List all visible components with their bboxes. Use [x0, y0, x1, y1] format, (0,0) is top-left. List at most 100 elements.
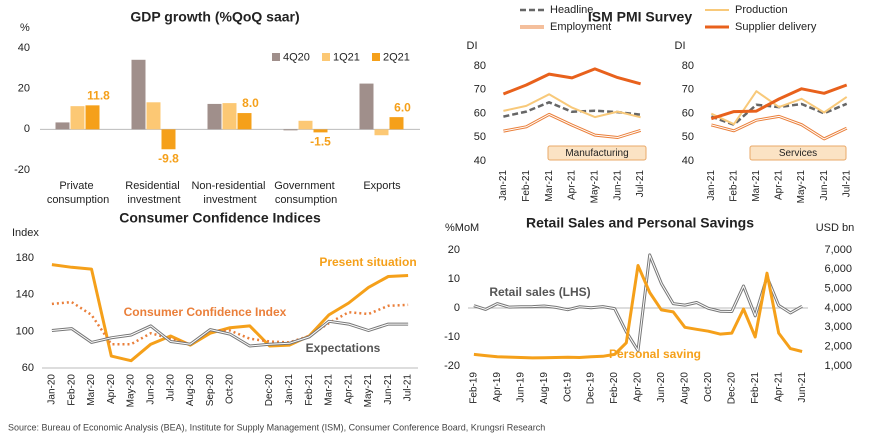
- bar: [146, 102, 161, 130]
- x-tick-label: Feb-19: [469, 372, 480, 404]
- x-tick-label: Aug-20: [680, 372, 691, 405]
- y-tick-label: 180: [16, 252, 34, 264]
- y-tick-label: 1,000: [824, 360, 852, 372]
- x-tick-label: Jan-20: [47, 374, 58, 405]
- x-tick-label: May-21: [589, 170, 600, 204]
- chart-title: GDP growth (%QoQ saar): [130, 9, 299, 25]
- y-tick-label: 40: [474, 155, 486, 167]
- x-tick-label: Jun-21: [383, 374, 394, 405]
- panel-label: Manufacturing: [565, 148, 628, 159]
- y-tick-label: 60: [22, 362, 34, 374]
- y-tick-label: 2,000: [824, 341, 852, 353]
- x-tick-label: Residential investment: [125, 180, 182, 206]
- x-tick-label: Apr-20: [106, 374, 117, 404]
- x-tick-label: Dec-20: [726, 372, 737, 405]
- y2-axis-label: USD bn: [816, 222, 855, 234]
- data-label: 11.8: [87, 89, 110, 103]
- x-tick-label: Mar-21: [544, 170, 555, 202]
- y-tick-label: 5,000: [824, 283, 852, 295]
- y-tick-label: 70: [474, 84, 486, 96]
- x-tick-label: Apr-21: [567, 170, 578, 200]
- x-tick-label: Jan-21: [498, 170, 509, 201]
- x-tick-label: Government consumption: [274, 180, 338, 206]
- x-tick-label: Jun-21: [612, 170, 623, 201]
- line: [710, 83, 848, 121]
- line-inner: [711, 115, 847, 140]
- line-inner: [51, 320, 409, 347]
- x-tick-label: Apr-21: [774, 170, 785, 200]
- y-tick-label: -10: [444, 331, 460, 343]
- legend-label: Headline: [550, 4, 593, 16]
- y-axis-label: DI: [675, 40, 686, 52]
- y-axis-label: %MoM: [445, 222, 479, 234]
- x-tick-label: Feb-21: [304, 374, 315, 406]
- data-label: -9.8: [158, 151, 179, 165]
- x-tick-label: Exports: [363, 180, 401, 192]
- x-tick-label: Apr-21: [343, 374, 354, 404]
- x-tick-label: Feb-21: [521, 170, 532, 202]
- y-tick-label: 80: [474, 60, 486, 72]
- legend-label: Employment: [550, 21, 611, 33]
- legend-swatch: [372, 53, 380, 61]
- bar: [161, 129, 176, 150]
- bar: [237, 113, 252, 130]
- x-tick-label: Jul-21: [635, 170, 646, 198]
- x-tick-label: Jan-21: [706, 170, 717, 201]
- y-axis-label: %: [20, 22, 30, 34]
- bar: [131, 59, 146, 130]
- line: [473, 264, 803, 360]
- y-tick-label: 3,000: [824, 321, 852, 333]
- bar: [374, 129, 389, 136]
- y-tick-label: 60: [474, 107, 486, 119]
- chart-title: ISM PMI Survey: [588, 9, 692, 25]
- panel-label: Services: [779, 148, 817, 159]
- line: [503, 112, 642, 139]
- legend-label: 2Q21: [383, 51, 410, 63]
- line-inner: [473, 254, 803, 352]
- bar: [359, 83, 374, 130]
- x-tick-label: Apr-19: [492, 372, 503, 402]
- x-tick-label: Jul-21: [841, 170, 852, 198]
- panel-label-box: [547, 145, 647, 161]
- x-tick-label: Mar-20: [86, 374, 97, 406]
- x-tick-label: Jan-21: [284, 374, 295, 405]
- y-tick-label: 7,000: [824, 244, 852, 256]
- x-tick-label: Jun-19: [515, 372, 526, 403]
- x-tick-label: Jun-20: [656, 372, 667, 403]
- source-note: Source: Bureau of Economic Analysis (BEA…: [8, 422, 545, 432]
- x-tick-label: Aug-19: [539, 372, 550, 405]
- x-tick-label: May-21: [363, 374, 374, 408]
- y-tick-label: 40: [682, 155, 694, 167]
- line: [51, 300, 409, 346]
- y-tick-label: 60: [682, 107, 694, 119]
- x-tick-label: Apr-20: [633, 372, 644, 402]
- line: [503, 93, 641, 119]
- y-tick-label: 20: [18, 83, 30, 95]
- x-tick-label: Non-residential investment: [191, 180, 268, 206]
- bar: [298, 120, 313, 130]
- x-tick-label: Feb-20: [66, 374, 77, 406]
- line-inner: [503, 113, 641, 138]
- y-tick-label: 70: [682, 84, 694, 96]
- series-label: Present situation: [319, 255, 416, 269]
- y-tick-label: 20: [448, 244, 460, 256]
- x-tick-label: Jun-21: [819, 170, 830, 201]
- line: [710, 114, 848, 141]
- bar: [70, 106, 85, 130]
- line: [503, 101, 641, 118]
- x-tick-label: Aug-20: [185, 374, 196, 407]
- data-label: 6.0: [394, 100, 411, 114]
- series-label: Personal saving: [609, 347, 701, 361]
- legend-label: Production: [735, 4, 788, 16]
- bar: [222, 103, 237, 130]
- x-tick-label: Private consumption: [47, 180, 109, 206]
- x-tick-label: Feb-20: [609, 372, 620, 404]
- x-tick-label: May-21: [796, 170, 807, 204]
- data-label: 8.0: [242, 96, 259, 110]
- x-tick-label: Oct-19: [562, 372, 573, 402]
- y-tick-label: 100: [16, 325, 34, 337]
- y-tick-label: 6,000: [824, 263, 852, 275]
- series-label: Consumer Confidence Index: [124, 305, 287, 319]
- x-tick-label: Apr-21: [773, 372, 784, 402]
